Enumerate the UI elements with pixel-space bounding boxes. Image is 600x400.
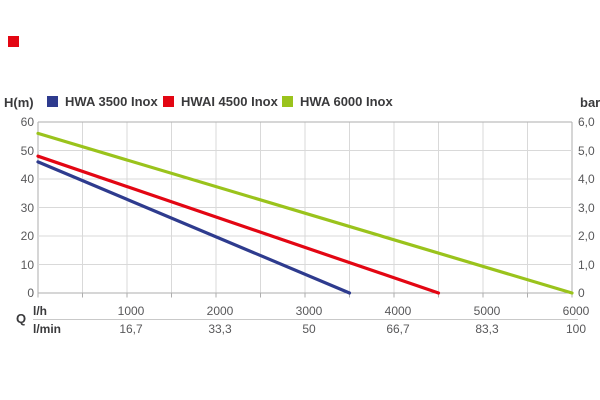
flow-lmin-value: 66,7 (386, 322, 410, 336)
left-axis-tick-label: 20 (20, 229, 34, 243)
flow-lmin-value: 33,3 (208, 322, 232, 336)
curve-hwa-3500-inox (36, 160, 352, 295)
left-axis-tick-label: 10 (20, 257, 34, 272)
flow-lh-value: 2000 (206, 304, 234, 318)
legend-swatch-hwai-4500 (163, 96, 174, 107)
legend-item-hwai-4500: HWAI 4500 Inox (163, 94, 278, 109)
legend-label-hwai-4500: HWAI 4500 Inox (181, 94, 278, 109)
footer-separator-line (33, 319, 578, 320)
flow-lmin-value: 16,7 (119, 322, 143, 336)
legend-swatch-hwa-3500 (47, 96, 58, 107)
legend-item-hwa-6000: HWA 6000 Inox (282, 94, 393, 109)
flow-lmin-value: 100 (565, 322, 587, 336)
flow-lh-value: 5000 (473, 304, 501, 318)
legend-item-hwa-3500: HWA 3500 Inox (47, 94, 158, 109)
flow-unit-lmin-label: l/min (33, 322, 62, 336)
flow-lh-value: 1000 (117, 304, 145, 318)
flow-lh-value: 3000 (295, 304, 323, 318)
right-axis-tick-label: 1,0 (578, 257, 595, 272)
right-axis-tick-label: 5,0 (578, 143, 595, 158)
right-axis-unit-label: bar (580, 95, 600, 110)
legend-label-hwa-3500: HWA 3500 Inox (65, 94, 158, 109)
flow-lmin-value: 83,3 (475, 322, 499, 336)
flow-lh-value: 4000 (384, 304, 412, 318)
left-axis-unit-label: H(m) (4, 95, 34, 110)
flow-lmin-value: 50 (302, 322, 316, 336)
legend-label-hwa-6000: HWA 6000 Inox (300, 94, 393, 109)
right-axis-tick-label: 6,0 (578, 115, 595, 129)
left-axis-tick-label: 0 (27, 286, 34, 300)
right-axis-tick-label: 2,0 (578, 229, 595, 243)
flow-lh-value: 6000 (562, 304, 590, 318)
right-axis-tick-label: 3,0 (578, 200, 595, 215)
curve-hwai-4500-inox (36, 154, 441, 295)
left-axis-tick-label: 50 (20, 143, 34, 158)
q-axis-label: Q (16, 311, 27, 326)
left-axis-tick-label: 40 (20, 172, 34, 186)
plot-area (36, 121, 574, 298)
legend-swatch-hwa-6000 (282, 96, 293, 107)
right-axis-tick-label: 4,0 (578, 172, 595, 186)
flow-unit-lh-label: l/h (33, 304, 47, 318)
curve-hwa-6000-inox (36, 131, 574, 295)
left-axis-tick-label: 30 (20, 200, 34, 215)
left-axis-tick-label: 60 (20, 115, 34, 129)
brand-logo-mark (8, 36, 19, 47)
right-axis-tick-label: 0 (578, 286, 585, 300)
